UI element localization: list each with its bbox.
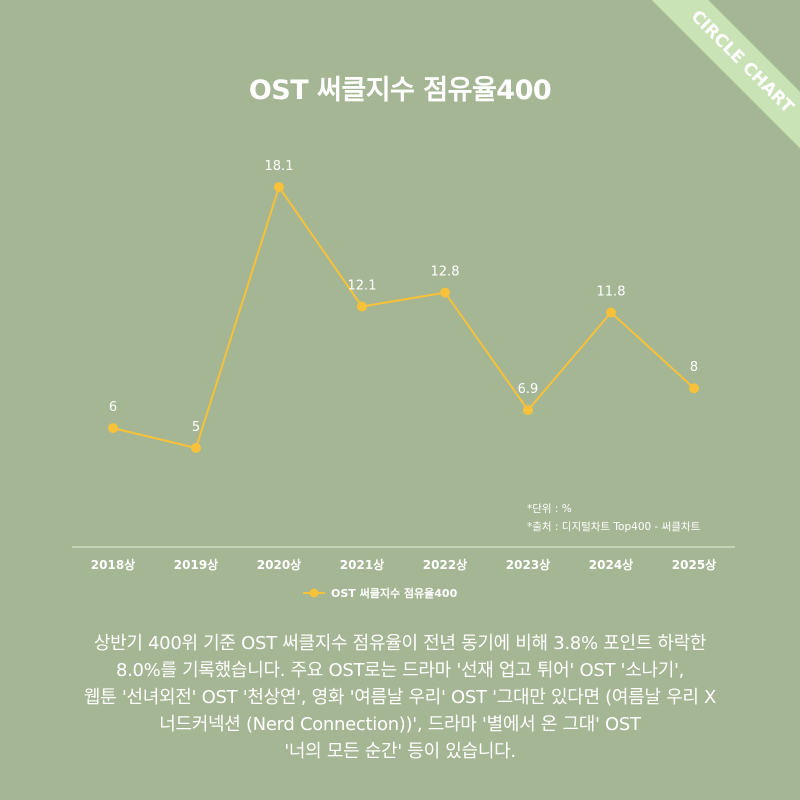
source-note: *출처 : 디지털차트 Top400 - 써클차트: [527, 521, 701, 533]
x-tick-label: 2020상: [257, 557, 301, 572]
unit-note: *단위 : %: [527, 503, 572, 515]
caption: 상반기 400위 기준 OST 써클지수 점유율이 전년 동기에 비해 3.8%…: [0, 630, 800, 765]
data-point: [357, 301, 367, 312]
data-point: [606, 307, 616, 318]
data-label: 5: [192, 420, 200, 435]
x-tick-label: 2022상: [423, 557, 467, 572]
caption-line: 상반기 400위 기준 OST 써클지수 점유율이 전년 동기에 비해 3.8%…: [93, 633, 707, 654]
data-point: [274, 182, 284, 192]
caption-line: 웹툰 '선녀외전' OST '천상연', 영화 '여름날 우리' OST '그대…: [83, 687, 717, 708]
data-label: 6.9: [518, 382, 539, 397]
data-point: [440, 287, 450, 298]
data-point: [689, 383, 699, 394]
x-tick-labels: 2018상 2019상 2020상 2021상 2022상 2023상 2024상 2025상: [91, 557, 716, 572]
caption-line: '너의 모든 순간' 등이 있습니다.: [284, 741, 516, 762]
x-tick-label: 2018상: [91, 557, 135, 572]
data-label: 6: [109, 400, 117, 415]
data-points: [108, 182, 699, 453]
legend-marker-icon: [309, 588, 319, 598]
data-label: 12.1: [348, 279, 377, 294]
x-tick-label: 2019상: [174, 557, 218, 572]
data-label: 18.1: [265, 159, 294, 174]
legend-label: OST 써클지수 점유율400: [331, 586, 458, 600]
caption-line: 8.0%를 기록했습니다. 주요 OST로는 드라마 '선재 업고 튀어' OS…: [115, 660, 685, 681]
data-labels: 6 5 18.1 12.1 12.8 6.9 11.8 8: [109, 159, 698, 435]
data-label: 12.8: [431, 265, 460, 280]
legend: OST 써클지수 점유율400: [303, 586, 458, 600]
data-point: [523, 405, 533, 416]
x-tick-label: 2023상: [506, 557, 550, 572]
data-label: 8: [690, 360, 698, 375]
chart-title: OST 써클지수 점유율400: [248, 75, 552, 106]
data-point: [191, 443, 201, 453]
series-line: [112, 184, 695, 450]
data-label: 11.8: [597, 285, 626, 300]
x-tick-label: 2024상: [589, 557, 633, 572]
x-tick-label: 2025상: [672, 557, 716, 572]
data-point: [108, 423, 118, 434]
x-tick-label: 2021상: [340, 557, 384, 572]
caption-line: 너드커넥션 (Nerd Connection))', 드라마 '별에서 온 그대…: [159, 714, 641, 735]
